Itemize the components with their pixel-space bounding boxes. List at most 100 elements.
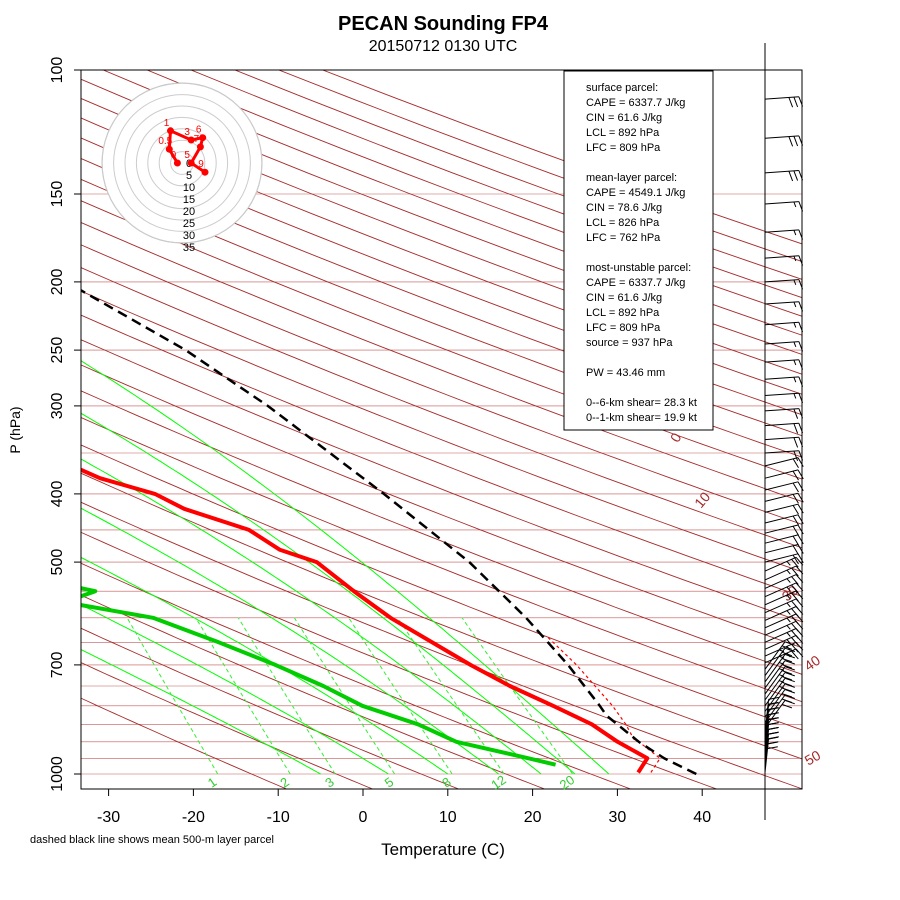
- mixing-ratio-line: [126, 617, 219, 775]
- precipitable-water: PW = 43.46 mm: [586, 367, 665, 379]
- wind-barb-flag: [793, 96, 799, 108]
- wind-barb-flag: [795, 648, 804, 658]
- wind-barb: [764, 699, 770, 734]
- wind-barb-flag: [792, 482, 799, 493]
- wind-barb: [764, 524, 799, 534]
- wind-barb-flag: [793, 408, 799, 419]
- hodograph-point-label: 5: [184, 150, 190, 161]
- hodograph-point-label: 6: [196, 125, 202, 136]
- wind-barb-flag: [798, 279, 804, 290]
- wind-barb-flag: [784, 672, 795, 677]
- wind-barb-flag: [784, 666, 795, 671]
- wind-barb-flag: [768, 722, 779, 725]
- hodograph-ring: [135, 116, 229, 210]
- wind-barb-flag: [798, 135, 804, 146]
- wind-barb-flag: [784, 653, 795, 659]
- hodograph-point: [187, 159, 195, 167]
- wind-barb: [764, 341, 799, 345]
- wind-barb-flag: [792, 494, 799, 504]
- wind-barb-flag: [784, 683, 795, 688]
- wind-barb: [764, 436, 799, 441]
- wind-barb-flag: [795, 574, 804, 583]
- wind-barb-flag: [798, 450, 804, 461]
- wind-barb-flag: [784, 641, 795, 646]
- parcel-info-box: surface parcel: CAPE = 6337.7 J/kg CIN =…: [563, 70, 714, 431]
- wind-barb-flag: [798, 96, 804, 107]
- hodograph-ring-label: 35: [183, 242, 195, 254]
- wind-barb-flag: [798, 201, 804, 212]
- dry-adiabat: [81, 222, 802, 502]
- wind-barb-flag: [798, 322, 804, 333]
- hodograph-point-label: 3: [184, 127, 190, 138]
- chart-subtitle: 20150712 0130 UTC: [369, 38, 518, 55]
- wind-barb: [764, 544, 799, 554]
- dry-adiabat: [81, 531, 717, 789]
- wind-barb: [764, 709, 770, 744]
- hodograph-ring: [147, 128, 217, 198]
- mean-layer-title: mean-layer parcel:: [586, 172, 677, 184]
- hodograph-ring-label: 15: [183, 194, 195, 206]
- most-unstable-title: most-unstable parcel:: [586, 262, 691, 274]
- wind-barb-flag: [792, 470, 799, 481]
- wind-barb-flag: [768, 696, 779, 700]
- wind-barb-flag: [798, 437, 804, 448]
- dewpoint-line: [81, 586, 557, 767]
- wind-barb-flag: [791, 576, 799, 585]
- y-axis-label: P (hPa): [7, 406, 23, 453]
- wind-barb-flag: [791, 567, 799, 577]
- mixing-ratio-line: [293, 617, 396, 775]
- wind-barb: [764, 553, 799, 563]
- wind-barb-flag: [795, 556, 804, 566]
- moist-adiabat: [81, 360, 610, 775]
- wind-barb: [764, 492, 799, 502]
- wind-barb-flag: [797, 544, 804, 554]
- surface-parcel-title: surface parcel:: [586, 82, 658, 94]
- wind-barb: [764, 96, 799, 100]
- hodograph-ring-label: 30: [183, 230, 195, 242]
- x-tick-label: 20: [524, 809, 542, 826]
- shear-0-6km: 0--6-km shear= 28.3 kt: [586, 397, 697, 409]
- x-tick-label: 0: [359, 809, 368, 826]
- wind-barb-flag: [786, 632, 791, 637]
- x-tick-label: -10: [267, 809, 290, 826]
- surface-cin: CIN = 61.6 J/kg: [586, 112, 662, 124]
- mixing-ratio-line: [461, 617, 574, 775]
- hodograph-point: [167, 127, 174, 135]
- wind-barb-flag: [798, 393, 804, 404]
- wind-barb-flag: [768, 717, 779, 721]
- hodograph-ring-label: 20: [183, 206, 195, 218]
- moist-adiabat: [81, 604, 389, 775]
- wind-barb-flag: [778, 685, 785, 689]
- wind-barb: [764, 660, 786, 689]
- wind-barb-flag: [786, 639, 791, 644]
- wind-barb-flag: [781, 703, 793, 709]
- wind-barb: [764, 628, 797, 643]
- wind-barb: [764, 590, 797, 606]
- most-unstable-cin: CIN = 61.6 J/kg: [586, 292, 662, 304]
- wind-barb: [764, 738, 770, 773]
- wind-barb-flag: [793, 170, 799, 181]
- y-tick-label: 250: [49, 337, 66, 364]
- mixing-ratio-label: 5: [382, 774, 397, 790]
- wind-barb: [764, 704, 770, 739]
- wind-barb: [764, 408, 799, 412]
- surface-parcel-line: [547, 637, 661, 773]
- moist-adiabat: [81, 649, 321, 775]
- dry-adiabat-label: 50: [802, 747, 824, 769]
- dry-adiabat: [81, 562, 631, 789]
- mixing-ratio-line: [237, 617, 336, 775]
- wind-barb-flag: [786, 569, 791, 575]
- wind-barb-flag: [793, 437, 799, 448]
- wind-barb-flag: [786, 602, 791, 608]
- wind-barb-flag: [768, 712, 779, 716]
- hodograph-ring-label: 25: [183, 218, 195, 230]
- most-unstable-source: source = 937 hPa: [586, 337, 673, 349]
- wind-barb-flag: [793, 393, 797, 399]
- wind-barb: [764, 620, 797, 636]
- wind-barb-flag: [786, 561, 791, 566]
- wind-barb-flag: [798, 376, 804, 387]
- wind-barb: [764, 666, 786, 695]
- dry-adiabat: [81, 364, 802, 649]
- x-tick-label: -30: [97, 809, 120, 826]
